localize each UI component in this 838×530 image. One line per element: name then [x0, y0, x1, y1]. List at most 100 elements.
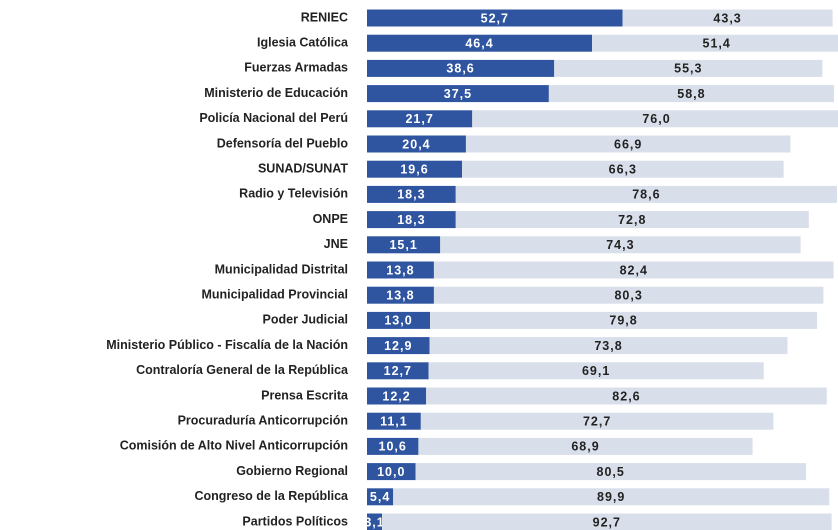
- bar-segment: [455, 211, 809, 229]
- bar-segment: [418, 437, 753, 455]
- category-label: Partidos Políticos: [242, 514, 348, 528]
- bar-segment: [367, 286, 434, 304]
- bar-segment: [455, 185, 837, 203]
- value-label: 5,4: [370, 490, 390, 504]
- bar-segment: [430, 311, 818, 329]
- category-label: Municipalidad Provincial: [201, 287, 348, 301]
- bar-segment: [367, 110, 473, 128]
- value-label: 80,3: [614, 288, 642, 302]
- value-label: 18,3: [397, 188, 425, 202]
- category-label: Poder Judicial: [263, 313, 348, 327]
- value-label: 19,6: [400, 162, 428, 176]
- bar-segment: [428, 362, 764, 380]
- bar-segment: [429, 337, 788, 355]
- value-label: 12,2: [382, 389, 410, 403]
- value-label: 43,3: [713, 11, 741, 25]
- bar-segment: [472, 110, 838, 128]
- bar-segment: [367, 34, 593, 52]
- category-label: Ministerio de Educación: [204, 86, 348, 100]
- value-label: 13,8: [386, 263, 414, 277]
- value-label: 68,9: [571, 440, 599, 454]
- bar-segment: [367, 387, 427, 405]
- value-label: 73,8: [594, 339, 622, 353]
- value-label: 82,4: [620, 263, 648, 277]
- value-label: 55,3: [674, 62, 702, 76]
- category-label: Defensoría del Pueblo: [217, 136, 349, 150]
- value-label: 15,1: [389, 238, 417, 252]
- bar-segment: [548, 85, 835, 103]
- category-label: Iglesia Católica: [257, 35, 349, 49]
- category-label: Fuerzas Armadas: [244, 61, 348, 75]
- value-label: 12,7: [384, 364, 412, 378]
- bar-segment: [393, 488, 830, 506]
- value-label: 89,9: [597, 490, 625, 504]
- category-label: Municipalidad Distrital: [215, 262, 348, 276]
- value-label: 10,0: [377, 465, 405, 479]
- value-label: 82,6: [612, 389, 640, 403]
- bar-segment: [367, 59, 555, 77]
- value-label: 18,3: [397, 213, 425, 227]
- bar-segment: [367, 337, 430, 355]
- bar-segment: [367, 463, 416, 481]
- value-label: 37,5: [444, 87, 472, 101]
- value-label: 46,4: [465, 36, 493, 50]
- category-label: ONPE: [313, 212, 348, 226]
- bar-segment: [462, 160, 784, 178]
- bar-segment: [420, 412, 774, 430]
- category-label: Contraloría General de la República: [136, 363, 349, 377]
- bar-segment: [433, 261, 834, 279]
- bar-segment: [367, 513, 383, 530]
- value-label: 69,1: [582, 364, 610, 378]
- bar-segment: [367, 9, 623, 27]
- value-label: 78,6: [632, 188, 660, 202]
- bar-segment: [367, 211, 456, 229]
- category-label: Ministerio Público - Fiscalía de la Naci…: [106, 338, 348, 352]
- value-label: 92,7: [593, 515, 621, 529]
- bar-segment: [415, 463, 806, 481]
- bar-segment: [367, 135, 466, 153]
- bar-segment: [367, 412, 421, 430]
- value-label: 76,0: [642, 112, 670, 126]
- value-label: 66,3: [609, 162, 637, 176]
- bar-segment: [426, 387, 827, 405]
- bar-segment: [367, 85, 549, 103]
- value-label: 79,8: [609, 314, 637, 328]
- value-label: 38,6: [446, 62, 474, 76]
- value-label: 10,6: [379, 440, 407, 454]
- bar-segment: [367, 185, 456, 203]
- bar-segment: [382, 513, 832, 530]
- value-label: 58,8: [677, 87, 705, 101]
- value-label: 20,4: [402, 137, 430, 151]
- bar-segment: [465, 135, 791, 153]
- category-label: JNE: [324, 237, 348, 251]
- bar-segment: [367, 261, 434, 279]
- value-label: 72,7: [583, 414, 611, 428]
- category-label: RENIEC: [301, 10, 348, 24]
- value-label: 13,8: [386, 288, 414, 302]
- bar-segment: [440, 236, 801, 254]
- bar-segment: [554, 59, 823, 77]
- bar-segment: [367, 160, 463, 178]
- bar-segment: [367, 437, 419, 455]
- value-label: 13,0: [384, 314, 412, 328]
- bar-segment: [367, 362, 429, 380]
- value-label: 52,7: [481, 11, 509, 25]
- bar-segment: [433, 286, 824, 304]
- category-label: Policía Nacional del Perú: [199, 111, 348, 125]
- bar-segment: [592, 34, 838, 52]
- category-label: Comisión de Alto Nivel Anticorrupción: [120, 439, 348, 453]
- value-label: 21,7: [405, 112, 433, 126]
- value-label: 3,1: [364, 515, 384, 529]
- value-label: 80,5: [597, 465, 625, 479]
- bar-segment: [367, 311, 431, 329]
- value-label: 12,9: [384, 339, 412, 353]
- category-label: Radio y Televisión: [239, 187, 348, 201]
- category-label: Gobierno Regional: [236, 464, 348, 478]
- value-label: 74,3: [606, 238, 634, 252]
- value-label: 72,8: [618, 213, 646, 227]
- category-label: SUNAD/SUNAT: [258, 161, 348, 175]
- category-label: Prensa Escrita: [261, 388, 349, 402]
- category-label: Congreso de la República: [194, 489, 349, 503]
